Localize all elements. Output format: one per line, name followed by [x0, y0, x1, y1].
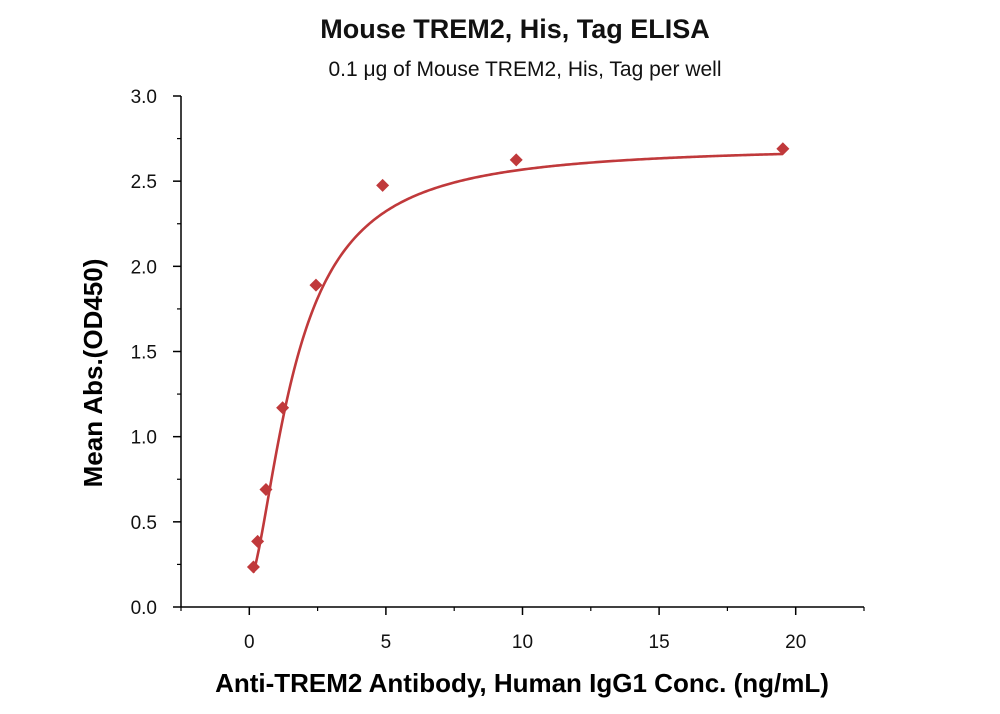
x-tick-label: 0 — [244, 632, 255, 653]
chart-title: Mouse TREM2, His, Tag ELISA — [320, 14, 710, 44]
y-tick-label: 2.0 — [131, 257, 157, 278]
y-tick-label: 1.0 — [131, 428, 157, 449]
y-axis-ticks: 0.0 0.5 1.0 1.5 2.0 2.5 3.0 — [131, 87, 181, 619]
data-point — [276, 401, 290, 415]
data-points — [246, 142, 790, 574]
data-point — [251, 534, 265, 548]
x-axis-label: Anti-TREM2 Antibody, Human IgG1 Conc. (n… — [215, 668, 829, 698]
y-tick-label: 3.0 — [131, 87, 157, 108]
x-tick-label: 10 — [512, 632, 533, 653]
data-point — [776, 142, 790, 156]
y-tick-label: 0.0 — [131, 598, 157, 619]
x-tick-label: 5 — [381, 632, 392, 653]
x-tick-label: 15 — [649, 632, 670, 653]
fit-curve — [252, 152, 783, 573]
chart-subtitle: 0.1 μg of Mouse TREM2, His, Tag per well — [328, 58, 722, 81]
data-point — [259, 482, 273, 496]
data-point — [246, 560, 260, 574]
y-axis-label: Mean Abs.(OD450) — [78, 259, 108, 488]
x-tick-label: 20 — [785, 632, 806, 653]
data-point — [309, 278, 323, 292]
y-tick-label: 0.5 — [131, 513, 157, 534]
data-point — [509, 153, 523, 167]
y-tick-label: 2.5 — [131, 172, 157, 193]
y-tick-label: 1.5 — [131, 343, 157, 364]
x-axis-ticks: 0 5 10 15 20 — [180, 607, 865, 653]
data-point — [376, 178, 390, 192]
